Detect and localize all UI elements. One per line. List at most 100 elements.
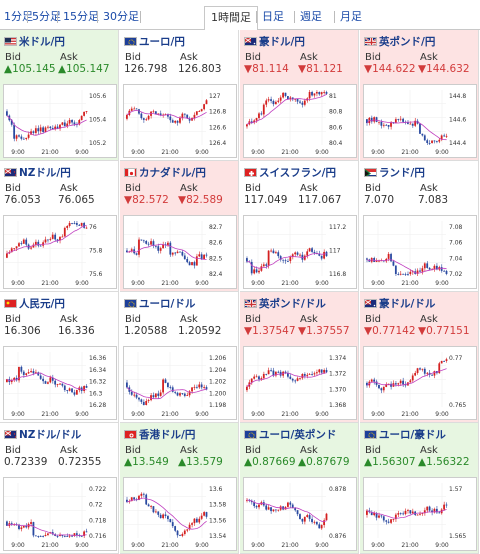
- pair-title[interactable]: NZドル/ドル: [4, 427, 81, 441]
- uk-flag-icon: [364, 37, 377, 46]
- candle-body: [66, 390, 69, 391]
- pair-name[interactable]: スイスフラン/円: [259, 167, 337, 179]
- pair-name[interactable]: 英ポンド/ドル: [259, 298, 326, 310]
- pair-name[interactable]: ユーロ/ドル: [139, 298, 196, 310]
- candle-body: [277, 252, 280, 257]
- x-tick-label: 9:00: [195, 411, 209, 418]
- pair-title[interactable]: カナダドル/円: [124, 165, 206, 179]
- candlestick-chart[interactable]: 0.77 0.765 9:00 21:00 9:00: [363, 346, 477, 420]
- candle-body: [265, 100, 268, 105]
- candle-body: [373, 379, 376, 382]
- x-tick-label: 9:00: [251, 280, 265, 287]
- pair-title[interactable]: 豪ドル/ドル: [364, 296, 435, 310]
- candle-body: [313, 373, 316, 375]
- x-tick-label: 21:00: [161, 149, 178, 156]
- candlestick-chart[interactable]: 1.57 1.565 9:00 21:00 9:00: [363, 477, 477, 551]
- currency-panel[interactable]: NZドル/円 Bid Ask 76.053 76.065 76 75.8 75.6 9:00 21…: [0, 161, 119, 292]
- currency-panel[interactable]: ユーロ/豪ドル Bid Ask ▲1.56307 ▲1.56322 1.57 1.565 9:…: [360, 423, 479, 554]
- currency-panel[interactable]: 香港ドル/円 Bid Ask ▲13.549 ▲13.579 13.6 13.58 13.56…: [120, 423, 239, 554]
- candle-body: [61, 383, 64, 386]
- pair-name[interactable]: ユーロ/英ポンド: [259, 429, 337, 441]
- candle-body: [303, 100, 306, 105]
- pair-name[interactable]: ユーロ/円: [139, 36, 185, 48]
- currency-panel[interactable]: ユーロ/ドル Bid Ask 1.20588 1.20592 1.206 1.204 1.20…: [120, 292, 239, 423]
- candle-body: [54, 380, 57, 385]
- candlestick-chart[interactable]: 76 75.8 75.6 9:00 21:00 9:00: [3, 215, 117, 289]
- currency-panel[interactable]: ユーロ/円 Bid Ask 126.798 126.803 127 126.8 126.6 12…: [120, 30, 239, 161]
- pair-name[interactable]: ランド/円: [379, 167, 425, 179]
- pair-name[interactable]: 豪ドル/円: [259, 36, 305, 48]
- pair-name[interactable]: 人民元/円: [19, 298, 65, 310]
- candlestick-chart[interactable]: 7.08 7.06 7.04 7.02 9:00 21:00 9:00: [363, 215, 477, 289]
- pair-title[interactable]: ユーロ/ドル: [124, 296, 195, 310]
- pair-title[interactable]: 香港ドル/円: [124, 427, 195, 441]
- currency-panel[interactable]: NZドル/ドル Bid Ask 0.72339 0.72355 0.722 0.72 0.71…: [0, 423, 119, 554]
- pair-name[interactable]: NZドル/円: [19, 167, 71, 179]
- candlestick-chart[interactable]: 144.8 144.6 144.4 9:00 21:00 9:00: [363, 84, 477, 158]
- candle-body: [282, 92, 284, 98]
- candle-body: [375, 117, 378, 122]
- tab-3[interactable]: 30分足: [103, 10, 139, 23]
- currency-panel[interactable]: ユーロ/英ポンド Bid Ask ▲0.87669 ▲0.87679 0.878 0.876…: [240, 423, 359, 554]
- tab-6[interactable]: 週足: [300, 10, 322, 23]
- pair-name[interactable]: 米ドル/円: [19, 36, 65, 48]
- candlestick-chart[interactable]: 82.7 82.6 82.5 82.4 9:00 21:00 9:00: [123, 215, 237, 289]
- candlestick-chart[interactable]: 81 80.8 80.6 80.4 9:00 21:00 9:00: [243, 84, 357, 158]
- candlestick-chart[interactable]: 13.6 13.58 13.56 13.54 9:00 21:00 9:00: [123, 477, 237, 551]
- pair-title[interactable]: ユーロ/豪ドル: [364, 427, 446, 441]
- candle-body: [83, 111, 85, 116]
- tab-1[interactable]: 5分足: [32, 10, 61, 23]
- moving-average-line: [126, 387, 207, 400]
- x-tick-label: 9:00: [435, 411, 449, 418]
- ask-label: Ask: [420, 445, 438, 456]
- currency-panel[interactable]: 人民元/円 Bid Ask 16.306 16.336 16.36 16.34 16.32 16…: [0, 292, 119, 423]
- pair-title[interactable]: 英ポンド/ドル: [244, 296, 326, 310]
- tab-7[interactable]: 月足: [340, 10, 362, 23]
- candlestick-chart[interactable]: 105.6 105.4 105.2 9:00 21:00 9:00: [3, 84, 117, 158]
- candlestick-chart[interactable]: 1.374 1.372 1.370 1.368 9:00 21:00 9:00: [243, 346, 357, 420]
- currency-panel[interactable]: カナダドル/円 Bid Ask ▼82.572 ▼82.589 82.7 82.6 82.5 8…: [120, 161, 239, 292]
- candle-body: [380, 515, 383, 517]
- ask-value: 76.065: [58, 194, 95, 206]
- pair-title[interactable]: 米ドル/円: [4, 34, 65, 48]
- currency-panel[interactable]: ランド/円 Bid Ask 7.070 7.083 7.08 7.06 7.04 7.02 9:0…: [360, 161, 479, 292]
- candle-body: [378, 515, 380, 518]
- currency-panel[interactable]: 豪ドル/円 Bid Ask ▼81.114 ▼81.121 81 80.8 80.6 80.4 9…: [240, 30, 359, 161]
- pair-name[interactable]: 英ポンド/円: [379, 36, 436, 48]
- candle-body: [411, 511, 414, 514]
- pair-name[interactable]: NZドル/ドル: [19, 429, 82, 441]
- bid-value: 0.72339: [4, 456, 48, 468]
- candle-body: [246, 386, 248, 391]
- candle-body: [443, 270, 445, 272]
- currency-panel[interactable]: スイスフラン/円 Bid Ask 117.049 117.067 117.2 117 116.…: [240, 161, 359, 292]
- candlestick-chart[interactable]: 0.878 0.876 9:00 21:00 9:00: [243, 477, 357, 551]
- pair-title[interactable]: ユーロ/英ポンド: [244, 427, 336, 441]
- pair-name[interactable]: 香港ドル/円: [139, 429, 196, 441]
- currency-panel[interactable]: 豪ドル/ドル Bid Ask ▼0.77142 ▼0.77151 0.77 0.765 9:0…: [360, 292, 479, 423]
- tab-2[interactable]: 15分足: [63, 10, 99, 23]
- candle-body: [138, 397, 140, 400]
- tab-5[interactable]: 日足: [262, 10, 284, 23]
- pair-title[interactable]: スイスフラン/円: [244, 165, 336, 179]
- currency-panel[interactable]: 英ポンド/ドル Bid Ask ▼1.37547 ▼1.37557 1.374 1.372 1…: [240, 292, 359, 423]
- candlestick-chart[interactable]: 0.722 0.72 0.718 0.716 9:00 21:00 9:00: [3, 477, 117, 551]
- pair-name[interactable]: ユーロ/豪ドル: [379, 429, 446, 441]
- pair-title[interactable]: 豪ドル/円: [244, 34, 305, 48]
- currency-panel[interactable]: 英ポンド/円 Bid Ask ▼144.622 ▼144.632 144.8 144.6 14…: [360, 30, 479, 161]
- candlestick-chart[interactable]: 117.2 117 116.8 9:00 21:00 9:00: [243, 215, 357, 289]
- x-tick-label: 9:00: [435, 280, 449, 287]
- candle-body: [37, 372, 40, 376]
- pair-title[interactable]: ユーロ/円: [124, 34, 185, 48]
- tab-4[interactable]: 1時間足: [204, 6, 258, 31]
- candlestick-chart[interactable]: 1.206 1.204 1.202 1.200 1.198 9:00 21:00 9:00: [123, 346, 237, 420]
- pair-name[interactable]: 豪ドル/ドル: [379, 298, 436, 310]
- pair-name[interactable]: カナダドル/円: [139, 167, 206, 179]
- pair-title[interactable]: 人民元/円: [4, 296, 65, 310]
- candlestick-chart[interactable]: 127 126.8 126.6 126.4 9:00 21:00 9:00: [123, 84, 237, 158]
- candlestick-chart[interactable]: 16.36 16.34 16.32 16.3 16.28 9:00 21:00 9:00: [3, 346, 117, 420]
- tab-0[interactable]: 1分足: [4, 10, 33, 23]
- currency-panel[interactable]: 米ドル/円 Bid Ask ▲105.145 ▲105.147 105.6 105.4 105…: [0, 30, 119, 161]
- pair-title[interactable]: 英ポンド/円: [364, 34, 435, 48]
- pair-title[interactable]: ランド/円: [364, 165, 425, 179]
- pair-title[interactable]: NZドル/円: [4, 165, 71, 179]
